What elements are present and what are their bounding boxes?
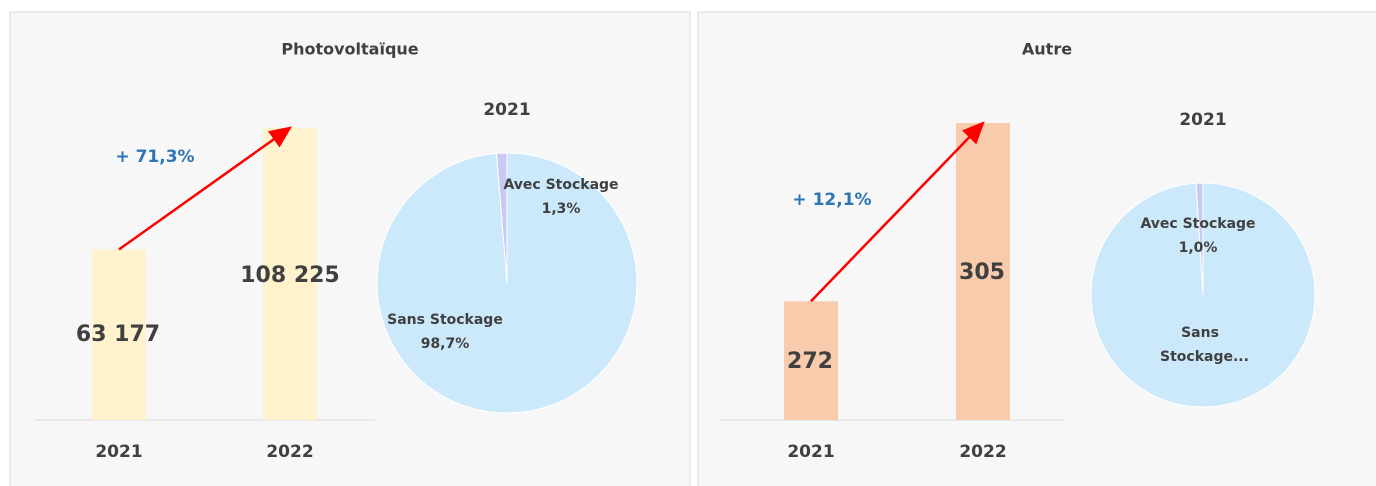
pie-slice <box>1090 182 1316 408</box>
x-tick-label: 2022 <box>266 442 313 462</box>
value-label: 272 <box>787 349 833 374</box>
slice-value: 1,3% <box>541 201 581 217</box>
bar <box>784 301 838 420</box>
x-tick-label: 2021 <box>95 442 142 462</box>
slice-label: Avec Stockage 1,3% <box>503 177 619 217</box>
bar <box>92 249 146 420</box>
slice-category: Sans Stockage <box>387 312 503 328</box>
growth-annotation: + 12,1% <box>792 190 871 210</box>
x-tick-label: 2022 <box>959 442 1006 462</box>
growth-arrow <box>118 126 293 251</box>
slice-category: Sans Stockage... <box>1160 325 1249 365</box>
slice-label: Sans Stockage 98,7% <box>387 312 503 352</box>
slice-label: Avec Stockage 1,0% <box>1140 216 1256 256</box>
x-tick-label: 2021 <box>787 442 834 462</box>
bar <box>956 123 1010 420</box>
panel-title: Autre <box>1022 40 1072 59</box>
value-label: 108 225 <box>240 263 340 288</box>
slice-value: 1,0% <box>1178 240 1218 256</box>
bar <box>263 127 317 420</box>
slice-category: Avec Stockage <box>1140 216 1256 232</box>
slice-label: Sans Stockage... <box>1160 325 1249 365</box>
pie-title: 2021 <box>1179 110 1226 130</box>
slice-category: Avec Stockage <box>503 177 619 193</box>
panel-title: Photovoltaïque <box>281 40 418 59</box>
value-label: 305 <box>959 260 1005 285</box>
growth-annotation: + 71,3% <box>115 147 194 167</box>
pie-slice <box>376 152 638 414</box>
growth-arrow <box>810 121 985 303</box>
slice-value: 98,7% <box>420 336 470 352</box>
value-label: 63 177 <box>76 322 160 347</box>
pie-title: 2021 <box>483 100 530 120</box>
